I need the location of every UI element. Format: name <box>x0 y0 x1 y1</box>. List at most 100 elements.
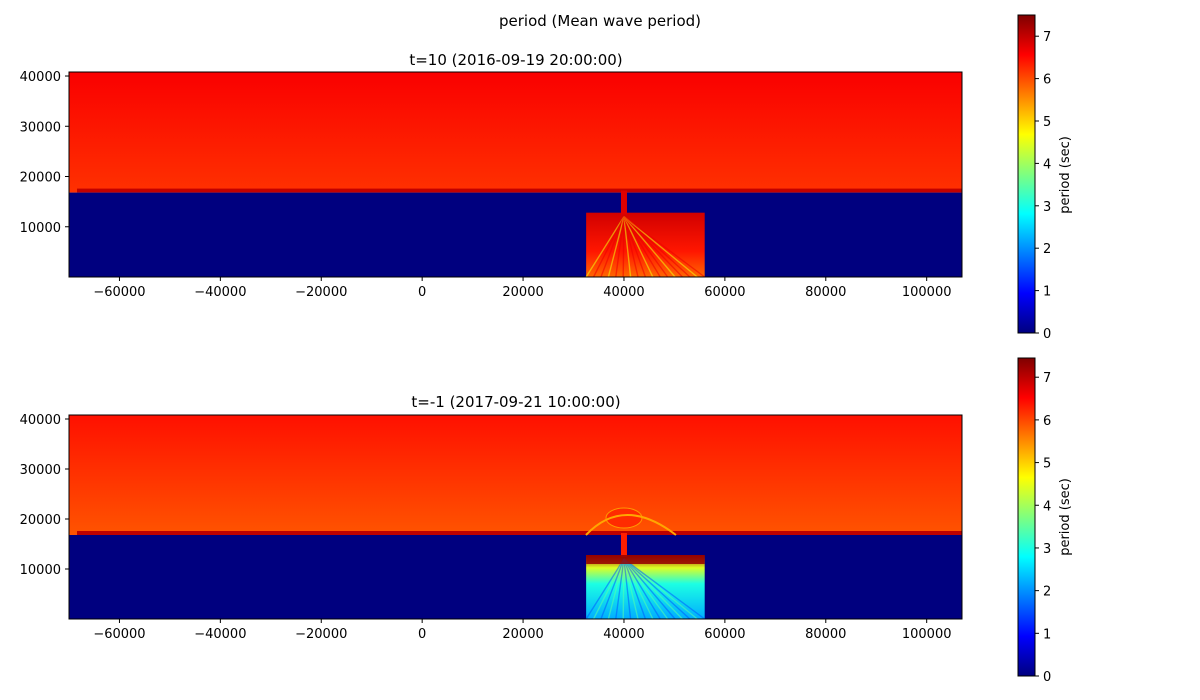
x-tick-label: 40000 <box>603 627 644 642</box>
bay-top-strip <box>586 555 705 564</box>
y-tick-label: 20000 <box>20 171 61 186</box>
wave-ray <box>600 558 625 620</box>
colorbar-tick-label: 3 <box>1043 200 1051 215</box>
y-tick-label: 40000 <box>20 413 61 428</box>
plot-frame <box>68 414 963 620</box>
wave-ray <box>615 216 625 278</box>
wave-ray <box>623 216 683 278</box>
wave-ray <box>623 558 654 620</box>
colorbar: 0 1 2 3 4 5 6 7 <box>1017 14 1051 342</box>
wave-ray <box>623 558 632 620</box>
x-tick-label: 40000 <box>603 285 644 300</box>
wave-ray <box>623 216 691 278</box>
plume-edge <box>585 514 677 536</box>
colorbar-tick-label: 1 <box>1043 285 1051 300</box>
y-tick-label: 10000 <box>20 221 61 236</box>
heatmap-plot-area <box>68 71 963 278</box>
colorbar-tick-label: 4 <box>1043 157 1051 172</box>
x-tick-label: −60000 <box>93 285 145 300</box>
colorbar-tick-label: 4 <box>1043 499 1051 514</box>
wave-ray <box>623 216 661 278</box>
x-tick-label: 0 <box>418 285 426 300</box>
wave-ray <box>585 558 625 620</box>
plot-frame <box>68 71 963 278</box>
heatmap-panel-bottom: t=-1 (2017-09-21 10:00:00) −60000 −40000−… <box>20 357 1073 685</box>
wave-ray <box>585 216 625 278</box>
colorbar-tick-label: 0 <box>1043 670 1051 685</box>
colorbar-tick-label: 5 <box>1043 115 1051 130</box>
wave-ray <box>622 216 625 278</box>
colorbar-tick-label: 1 <box>1043 627 1051 642</box>
wave-ray <box>623 216 669 278</box>
y-tick-label: 40000 <box>20 70 61 85</box>
colorbar-tick-label: 2 <box>1043 242 1051 257</box>
heatmap-plot-area <box>68 414 963 620</box>
wave-ray <box>600 216 625 278</box>
x-tick-label: 60000 <box>704 285 745 300</box>
figure-suptitle: period (Mean wave period) <box>499 12 701 30</box>
x-tick-label: 20000 <box>502 627 543 642</box>
wave-ray <box>592 558 625 620</box>
heatmap-panel-top: t=10 (2016-09-19 20:00:00) −60000 −40000−… <box>20 14 1073 342</box>
y-axis: 10000 20000 30000 40000 <box>20 70 69 236</box>
x-tick-label: 20000 <box>502 285 543 300</box>
wave-ray <box>623 216 639 278</box>
inlet-channel <box>620 190 627 215</box>
colorbar: 0 1 2 3 4 5 6 7 <box>1017 357 1051 685</box>
offshore-region <box>69 415 962 535</box>
x-axis: −60000 −40000 −20000 0 20000 40000 60000 80000 1… <box>93 619 952 642</box>
offshore-region <box>69 72 962 193</box>
wave-ray <box>623 558 691 620</box>
wave-ray <box>623 558 661 620</box>
panel-title: t=10 (2016-09-19 20:00:00) <box>409 51 622 69</box>
wave-ray <box>623 558 669 620</box>
x-tick-label: 80000 <box>805 285 846 300</box>
wave-ray <box>623 558 676 620</box>
colorbar-label: period (sec) <box>1058 478 1073 556</box>
land-region <box>69 192 962 277</box>
inlet-channel <box>620 533 627 557</box>
colorbar-tick-label: 7 <box>1043 371 1051 386</box>
wave-ray <box>623 216 676 278</box>
colorbar-tick-label: 0 <box>1043 327 1051 342</box>
x-axis: −60000 −40000 −20000 0 20000 40000 60000 80000 1… <box>93 277 952 300</box>
colorbar-tick-label: 5 <box>1043 457 1051 472</box>
x-tick-label: −60000 <box>93 627 145 642</box>
y-tick-label: 30000 <box>20 463 61 478</box>
colorbar-tick-label: 6 <box>1043 73 1051 88</box>
x-tick-label: −20000 <box>295 285 347 300</box>
wave-ray <box>623 558 647 620</box>
y-tick-label: 20000 <box>20 513 61 528</box>
x-tick-label: −20000 <box>295 627 347 642</box>
colorbar-gradient <box>1017 357 1036 677</box>
land-region <box>69 535 962 619</box>
colorbar-tick-label: 3 <box>1043 542 1051 557</box>
wave-ray <box>623 216 654 278</box>
wave-ray <box>592 216 625 278</box>
wave-ray <box>607 558 625 620</box>
wave-ray <box>623 558 683 620</box>
x-tick-label: 0 <box>418 627 426 642</box>
y-axis: 10000 20000 30000 40000 <box>20 413 69 578</box>
colorbar-gradient <box>1017 14 1036 334</box>
panel-title: t=-1 (2017-09-21 10:00:00) <box>411 393 620 411</box>
colorbar-tick-label: 7 <box>1043 30 1051 45</box>
wave-ray <box>623 558 639 620</box>
y-tick-label: 10000 <box>20 563 61 578</box>
y-tick-label: 30000 <box>20 120 61 135</box>
x-tick-label: 100000 <box>902 285 952 300</box>
wave-ray <box>607 216 625 278</box>
wave-ray <box>623 558 698 620</box>
wave-ray <box>615 558 625 620</box>
shoreline-band <box>77 188 962 193</box>
x-tick-label: 60000 <box>704 627 745 642</box>
shoreline-band <box>77 531 962 535</box>
x-tick-label: −40000 <box>194 285 246 300</box>
x-tick-label: 80000 <box>805 627 846 642</box>
wave-ray <box>623 216 632 278</box>
colorbar-tick-label: 6 <box>1043 414 1051 429</box>
colorbar-tick-label: 2 <box>1043 585 1051 600</box>
colorbar-label: period (sec) <box>1058 136 1073 214</box>
wave-ray <box>622 558 625 620</box>
